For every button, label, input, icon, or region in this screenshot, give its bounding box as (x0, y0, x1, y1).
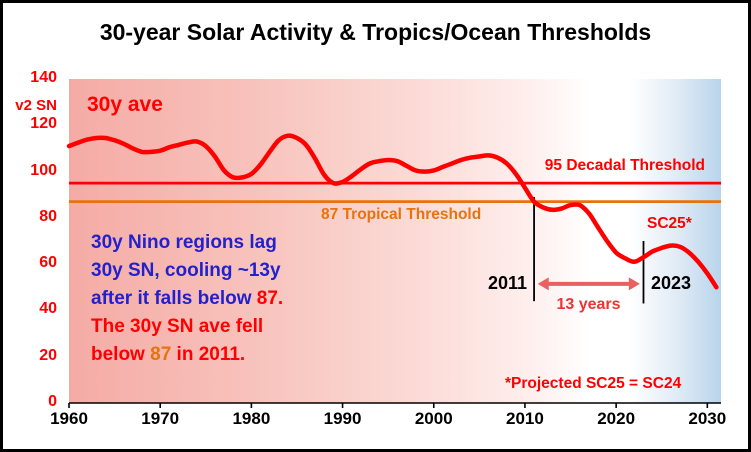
x-tick-label: 2000 (414, 409, 453, 428)
x-tick-label: 1960 (50, 409, 88, 428)
x-tick-label: 2030 (688, 409, 727, 428)
y-tick-label: 40 (39, 300, 57, 318)
chart-title: 30-year Solar Activity & Tropics/Ocean T… (99, 19, 652, 45)
annotation-line-4: The 30y SN ave fell (91, 313, 283, 341)
annotation-line-1: 30y Nino regions lag (91, 229, 283, 257)
y-tick-label: 60 (39, 254, 57, 272)
annotation-text: below (91, 344, 151, 365)
annotation-text: after it falls below (91, 288, 257, 309)
annotation-line-3: after it falls below 87. (91, 285, 283, 313)
y-tick-label: 120 (30, 115, 57, 133)
annotation-text: in 2011. (171, 344, 246, 365)
annotation-highlight-87: 87. (256, 288, 284, 309)
span-arrow-right-head (628, 277, 640, 291)
x-tick-label: 1980 (232, 409, 271, 428)
annotation-text: 30y SN, cooling ~13y (91, 260, 281, 281)
marker-year-2023-label: 2023 (651, 273, 692, 293)
y-tick-label: 140 (30, 69, 57, 86)
y-tick-label: 0 (48, 393, 57, 410)
y-tick-label: 80 (39, 207, 57, 225)
annotation-text: The 30y SN ave fell (91, 316, 264, 337)
x-tick-label: 2020 (597, 409, 636, 428)
annotation-line-2: 30y SN, cooling ~13y (91, 257, 283, 285)
annotation-highlight-87: 87 (150, 344, 172, 365)
span-arrow-left-head (537, 277, 549, 291)
solar-activity-line (66, 133, 719, 290)
x-tick-label: 1990 (323, 409, 362, 428)
annotation-text: 30y Nino regions lag (91, 232, 277, 253)
annotation-line-5: below 87 in 2011. (91, 341, 283, 369)
marker-year-2011-label: 2011 (487, 273, 527, 293)
sc25-label: SC25* (647, 215, 692, 232)
projected-note: *Projected SC25 = SC24 (505, 375, 682, 392)
x-tick-label: 1970 (141, 409, 180, 428)
chart-canvas (66, 133, 721, 408)
series-label: 30y ave (87, 93, 163, 116)
decadal-threshold-label: 95 Decadal Threshold (544, 157, 705, 174)
y-axis-unit-label: v2 SN (15, 97, 57, 114)
y-tick-label: 100 (30, 161, 57, 179)
plot-area-background (69, 79, 721, 403)
span-arrow-label: 13 years (556, 296, 621, 313)
y-tick-label: 20 (39, 346, 57, 364)
x-tick-label: 2010 (506, 409, 544, 428)
annotation-block: 30y Nino regions lag 30y SN, cooling ~13… (91, 229, 283, 369)
tropical-threshold-label: 87 Tropical Threshold (321, 206, 482, 223)
